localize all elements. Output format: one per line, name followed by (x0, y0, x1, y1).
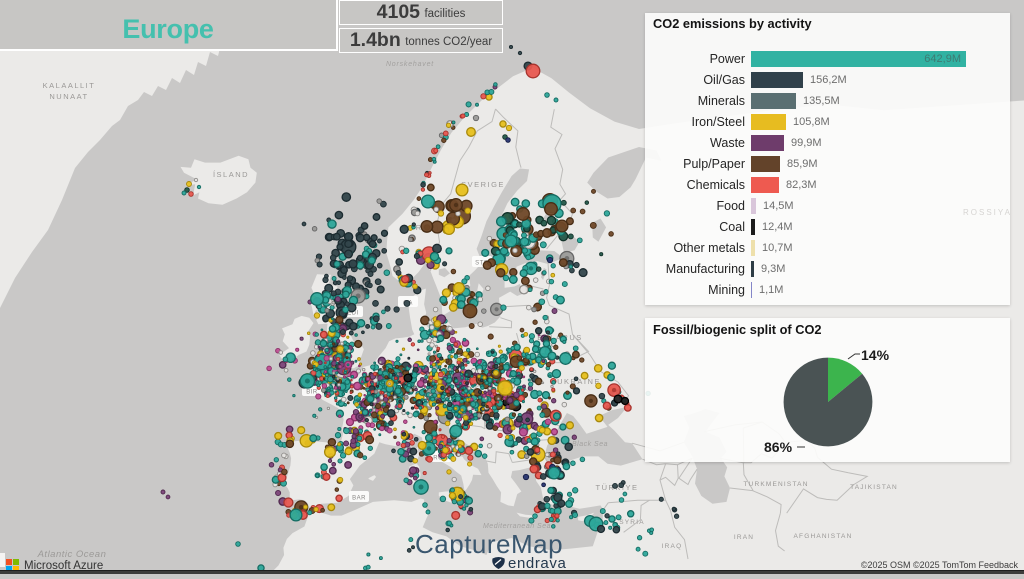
svg-text:NORGE: NORGE (401, 223, 436, 232)
svg-text:IRAQ: IRAQ (662, 543, 683, 550)
svg-text:EDI: EDI (347, 311, 359, 317)
svg-text:Atlantic Ocean: Atlantic Ocean (37, 549, 107, 560)
svg-text:Black Sea: Black Sea (572, 441, 608, 448)
svg-text:Norskehavet: Norskehavet (386, 61, 434, 68)
svg-text:BELARUS: BELARUS (537, 333, 583, 342)
svg-text:BIR: BIR (306, 390, 318, 396)
svg-text:ÍSLAND: ÍSLAND (213, 170, 249, 179)
svg-text:KALAALLIT: KALAALLIT (43, 81, 96, 90)
svg-text:UKRAINE: UKRAINE (557, 377, 601, 386)
svg-text:TURKMENISTAN: TURKMENISTAN (743, 481, 808, 488)
svg-text:IRAN: IRAN (734, 534, 754, 541)
svg-text:AFGHANISTAN: AFGHANISTAN (794, 533, 853, 540)
svg-text:TAJIKISTAN: TAJIKISTAN (850, 484, 898, 491)
svg-text:SVERIGE: SVERIGE (461, 180, 505, 189)
svg-text:Mediterranean Sea: Mediterranean Sea (483, 523, 551, 530)
svg-text:BAR: BAR (352, 496, 366, 502)
svg-text:STO: STO (475, 261, 489, 267)
svg-text:SYRIA: SYRIA (619, 519, 645, 526)
svg-text:NUNAAT: NUNAAT (49, 92, 88, 101)
